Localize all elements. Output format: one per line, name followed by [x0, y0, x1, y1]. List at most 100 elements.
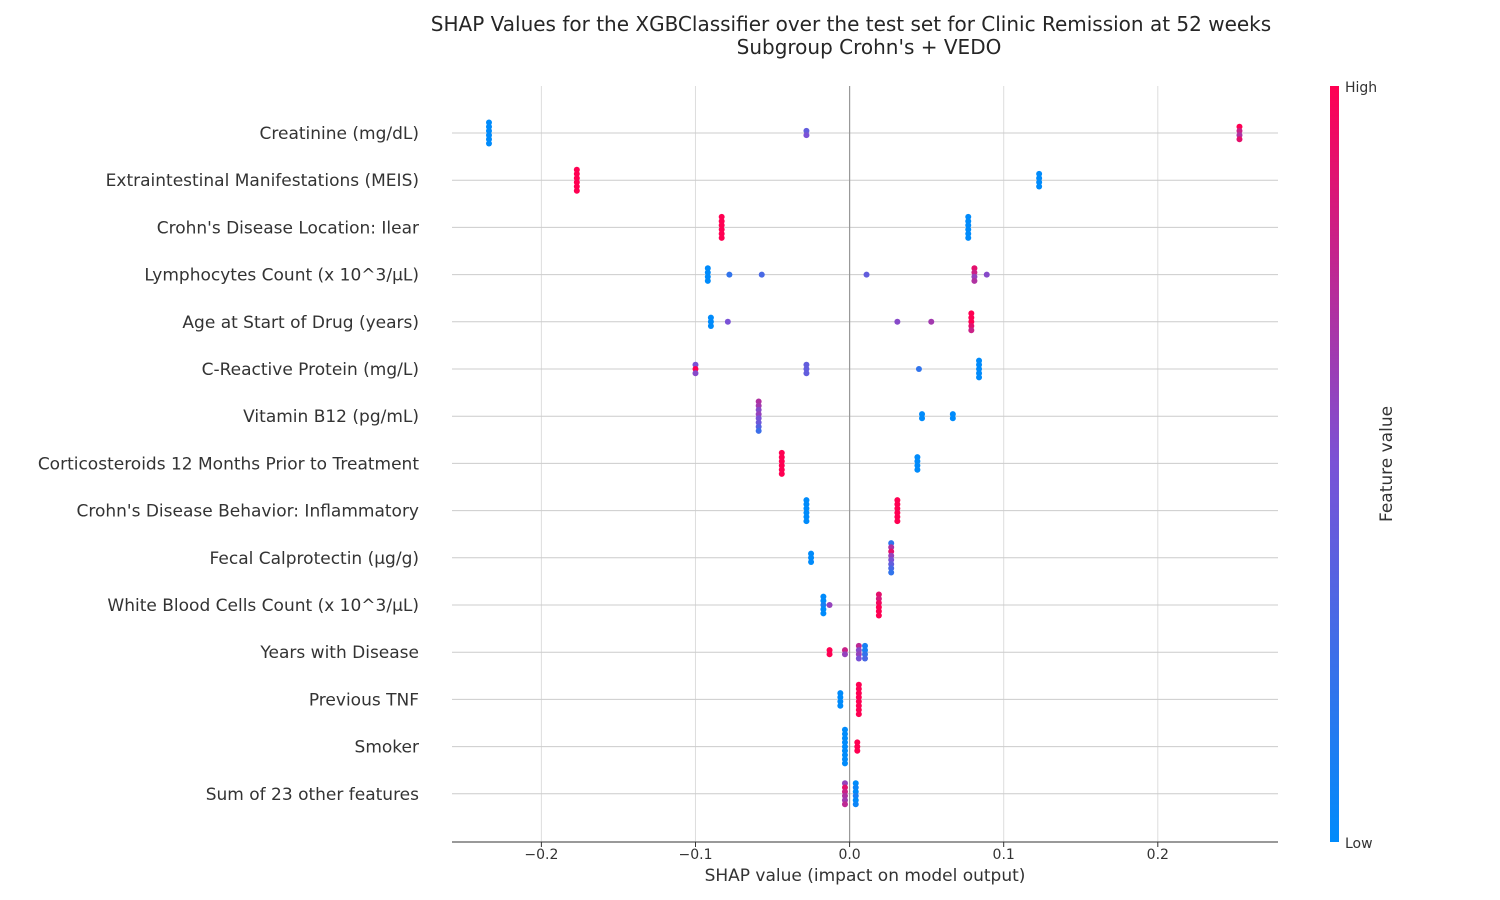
- shap-point: [803, 497, 810, 504]
- shap-point: [875, 604, 882, 611]
- shap-point: [965, 230, 972, 237]
- shap-point: [841, 735, 848, 742]
- shap-point: [914, 466, 921, 473]
- shap-point: [976, 366, 983, 372]
- shap-point: [855, 647, 862, 654]
- shap-point: [803, 132, 810, 139]
- shap-point: [755, 398, 762, 405]
- shap-point: [704, 269, 711, 276]
- shap-point: [826, 651, 833, 658]
- shap-point: [718, 222, 725, 229]
- shap-point: [965, 222, 972, 229]
- feature-label: White Blood Cells Count (x 10^3/µL): [107, 596, 419, 616]
- shap-point: [707, 323, 714, 329]
- shap-point: [968, 323, 975, 329]
- shap-point: [862, 647, 868, 654]
- shap-point: [826, 647, 833, 654]
- shap-point: [888, 548, 895, 555]
- shap-point: [573, 166, 580, 173]
- shap-point: [704, 277, 711, 284]
- shap-point: [862, 642, 868, 649]
- shap-point: [888, 540, 895, 547]
- shap-point: [755, 402, 762, 409]
- shap-point: [875, 608, 882, 615]
- shap-point: [755, 406, 762, 413]
- shap-point: [826, 602, 833, 608]
- shap-point: [1036, 179, 1043, 186]
- shap-point: [803, 509, 810, 516]
- colorbar-high-label: High: [1345, 80, 1377, 96]
- shap-point: [573, 183, 580, 190]
- shap-point: [875, 612, 882, 619]
- shap-point: [894, 509, 901, 516]
- shap-point: [820, 597, 827, 604]
- shap-point: [888, 561, 895, 568]
- feature-label: Creatinine (mg/dL): [260, 124, 420, 144]
- shap-point: [855, 702, 862, 709]
- shap-point: [888, 552, 895, 559]
- shap-point: [983, 271, 990, 278]
- shap-point: [855, 655, 862, 662]
- shap-point: [841, 792, 848, 799]
- shap-point: [852, 801, 859, 808]
- shap-point: [852, 788, 859, 795]
- shap-point: [837, 698, 844, 705]
- shap-point: [841, 739, 848, 746]
- shap-point: [976, 357, 983, 364]
- shap-point: [1236, 123, 1243, 130]
- shap-point: [841, 756, 848, 763]
- shap-point: [971, 273, 978, 280]
- shap-point: [704, 273, 711, 280]
- shap-point: [914, 458, 921, 465]
- shap-point: [894, 501, 901, 508]
- shap-point: [888, 565, 895, 572]
- shap-point: [894, 513, 901, 520]
- grid-lines: [452, 86, 1278, 842]
- feature-label: Crohn's Disease Behavior: Inflammatory: [76, 502, 419, 522]
- shap-point: [837, 694, 844, 701]
- shap-point: [854, 739, 861, 746]
- colorbar-low-label: Low: [1345, 836, 1373, 852]
- shap-point: [485, 127, 492, 134]
- shap-point: [841, 784, 848, 791]
- shap-point: [841, 731, 848, 737]
- shap-point: [976, 361, 983, 368]
- shap-point: [855, 651, 862, 658]
- feature-label: Smoker: [355, 738, 419, 758]
- shap-point: [692, 366, 699, 372]
- shap-point: [949, 415, 956, 422]
- shap-point: [1036, 183, 1043, 190]
- x-tick-label: 0.2: [1147, 847, 1169, 863]
- shap-point: [778, 462, 785, 469]
- shap-point: [914, 454, 921, 461]
- shap-point: [808, 554, 815, 561]
- shap-point: [968, 314, 975, 321]
- shap-point: [820, 610, 827, 617]
- shap-point: [841, 760, 848, 767]
- shap-point: [755, 423, 762, 430]
- shap-point: [971, 269, 978, 276]
- shap-point: [778, 449, 785, 456]
- shap-point: [863, 271, 870, 278]
- shap-point: [803, 361, 810, 368]
- shap-point: [919, 411, 926, 418]
- shap-point: [855, 681, 862, 688]
- shap-point: [718, 230, 725, 237]
- shap-point: [841, 788, 848, 795]
- shap-point: [778, 466, 785, 473]
- feature-label: Sum of 23 other features: [206, 785, 419, 805]
- shap-point: [778, 470, 785, 477]
- shap-point: [485, 140, 492, 147]
- scatter-points: [485, 119, 1243, 808]
- shap-point: [841, 797, 848, 804]
- shap-point: [704, 265, 711, 272]
- shap-point: [894, 505, 901, 512]
- shap-point: [808, 550, 815, 557]
- shap-point: [841, 726, 848, 733]
- x-tick-label: 0.0: [838, 847, 860, 863]
- x-tick-label: −0.1: [678, 847, 712, 863]
- shap-point: [855, 706, 862, 713]
- shap-point: [692, 370, 699, 377]
- feature-label: Vitamin B12 (pg/mL): [243, 407, 419, 427]
- shap-point: [852, 784, 859, 791]
